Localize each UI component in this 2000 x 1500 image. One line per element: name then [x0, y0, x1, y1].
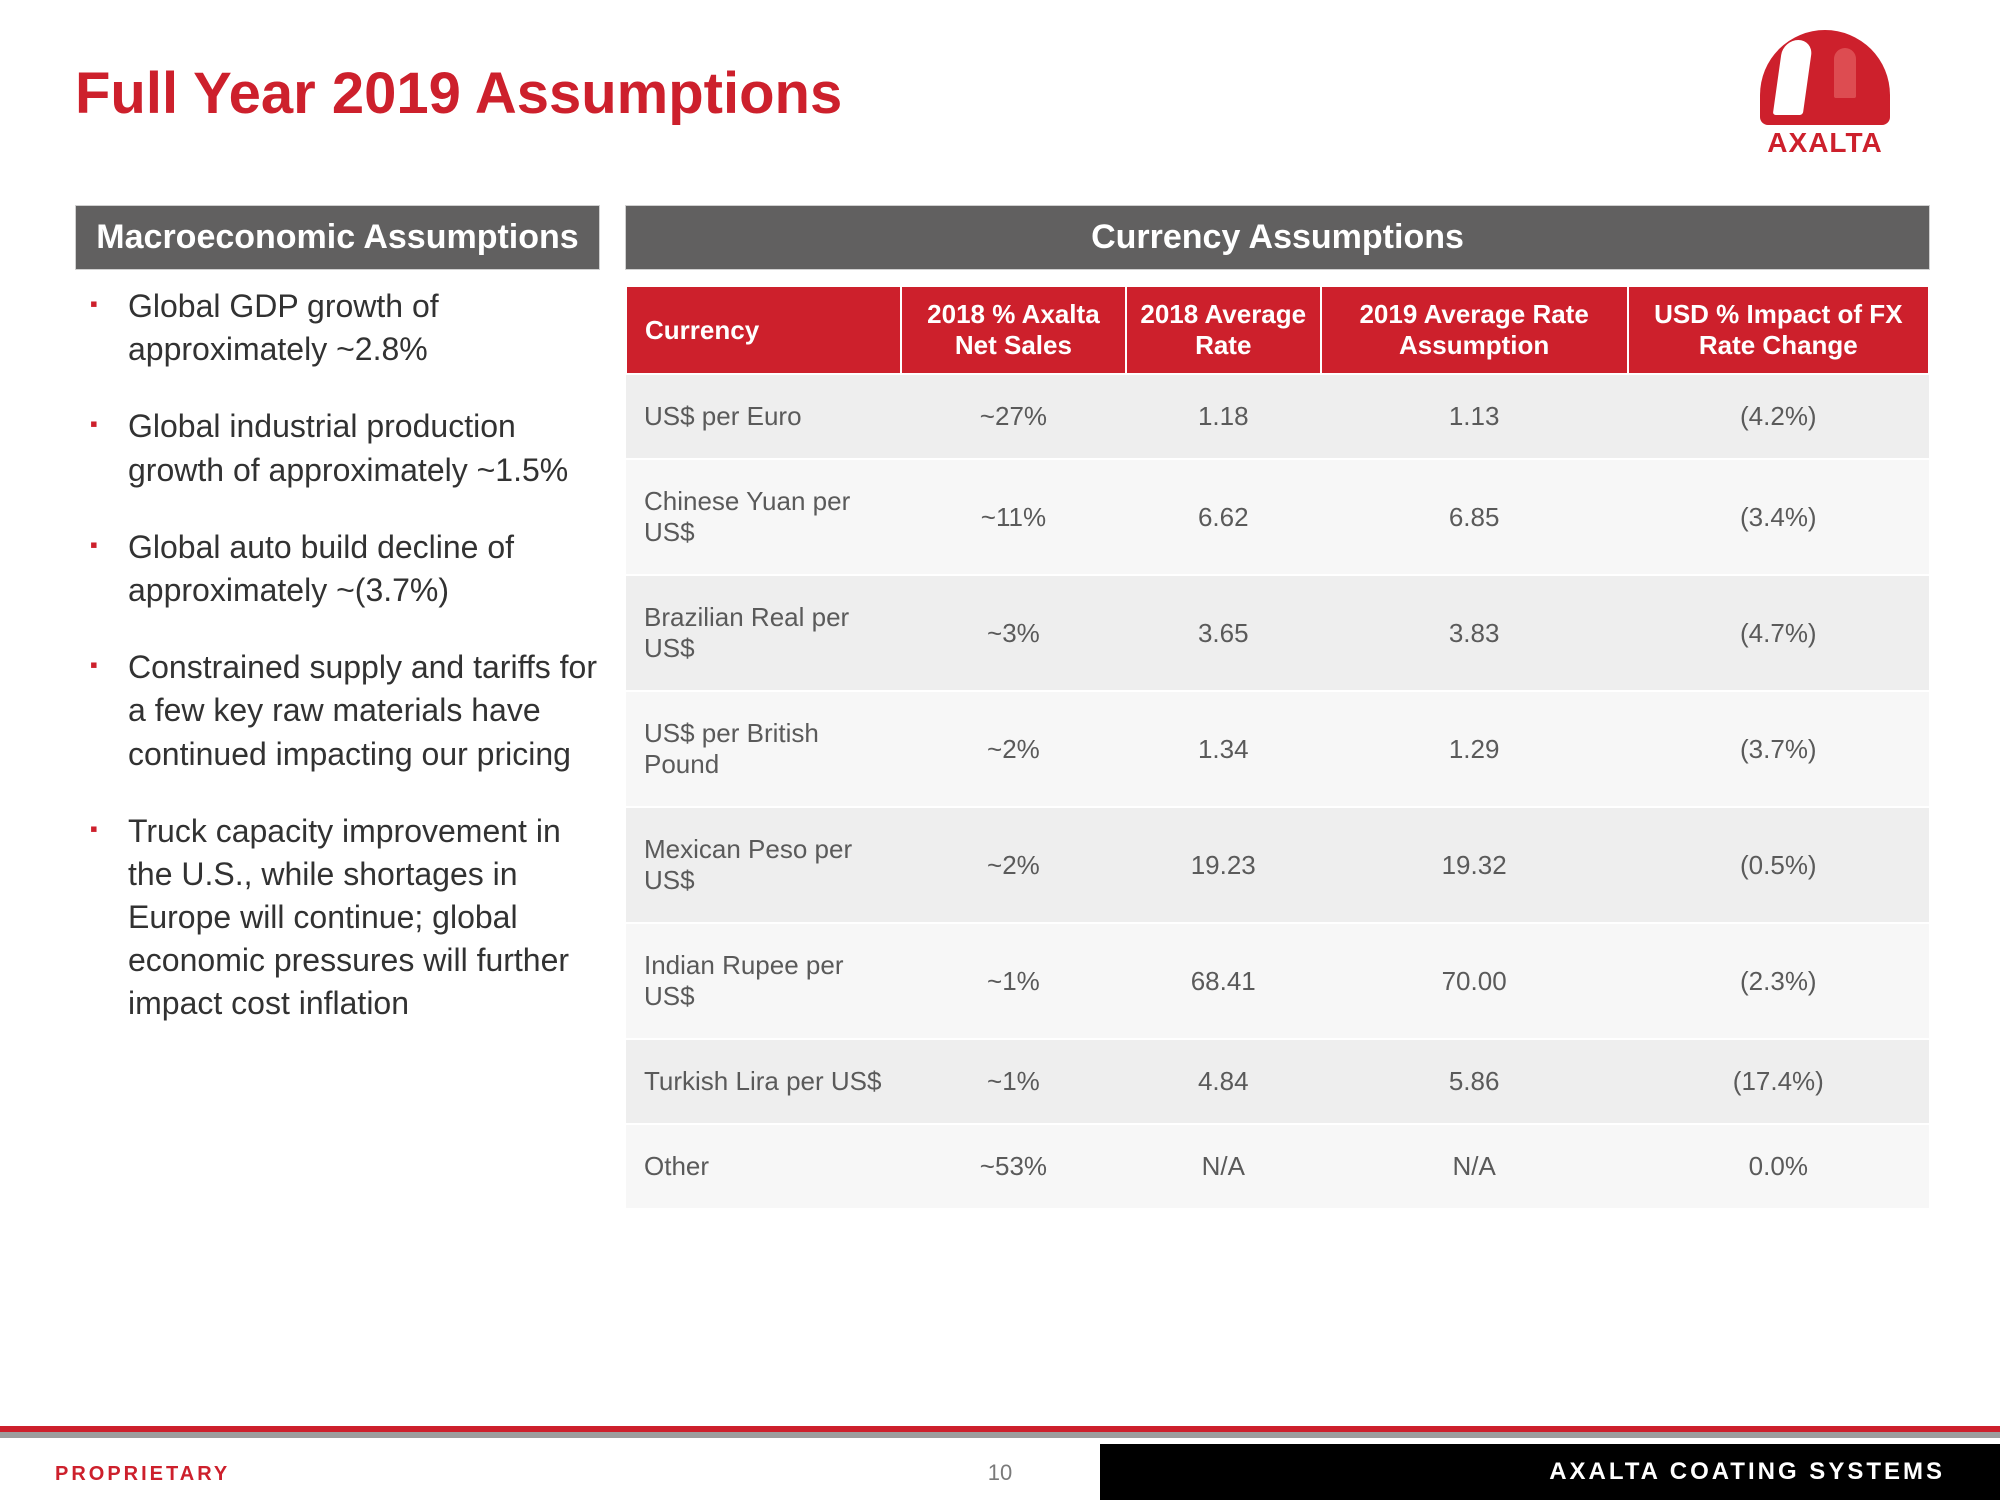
footer-page-number: 10 — [988, 1460, 1012, 1486]
axalta-logo: AXALTA — [1740, 30, 1910, 159]
cell: (4.2%) — [1628, 374, 1929, 459]
slide: Full Year 2019 Assumptions AXALTA Macroe… — [0, 0, 2000, 1500]
table-row: US$ per Euro ~27% 1.18 1.13 (4.2%) — [626, 374, 1929, 459]
cell: ~11% — [901, 459, 1126, 575]
logo-brand-text: AXALTA — [1740, 127, 1910, 159]
macro-bullet: Global GDP growth of approximately ~2.8% — [90, 285, 600, 371]
macro-bullet: Constrained supply and tariffs for a few… — [90, 646, 600, 776]
col-2019-rate: 2019 Average Rate Assumption — [1321, 286, 1628, 374]
table-row: Turkish Lira per US$ ~1% 4.84 5.86 (17.4… — [626, 1039, 1929, 1124]
cell-currency: US$ per Euro — [626, 374, 901, 459]
cell: 1.13 — [1321, 374, 1628, 459]
table-row: Brazilian Real per US$ ~3% 3.65 3.83 (4.… — [626, 575, 1929, 691]
cell: (3.7%) — [1628, 691, 1929, 807]
cell: ~2% — [901, 807, 1126, 923]
cell: ~3% — [901, 575, 1126, 691]
table-row: Other ~53% N/A N/A 0.0% — [626, 1124, 1929, 1209]
col-currency: Currency — [626, 286, 901, 374]
macro-bullet-list: Global GDP growth of approximately ~2.8%… — [90, 285, 600, 1060]
macro-section-header: Macroeconomic Assumptions — [75, 205, 600, 270]
cell: 1.18 — [1126, 374, 1321, 459]
cell-currency: Indian Rupee per US$ — [626, 923, 901, 1039]
cell: N/A — [1321, 1124, 1628, 1209]
cell: 19.32 — [1321, 807, 1628, 923]
cell: (0.5%) — [1628, 807, 1929, 923]
cell: (3.4%) — [1628, 459, 1929, 575]
macro-bullet: Global industrial production growth of a… — [90, 405, 600, 491]
cell-currency: Other — [626, 1124, 901, 1209]
table-row: US$ per British Pound ~2% 1.34 1.29 (3.7… — [626, 691, 1929, 807]
cell: ~27% — [901, 374, 1126, 459]
table-header-row: Currency 2018 % Axalta Net Sales 2018 Av… — [626, 286, 1929, 374]
cell: 68.41 — [1126, 923, 1321, 1039]
cell: (4.7%) — [1628, 575, 1929, 691]
footer-accent-gray — [0, 1432, 2000, 1438]
cell: ~2% — [901, 691, 1126, 807]
table-row: Mexican Peso per US$ ~2% 19.23 19.32 (0.… — [626, 807, 1929, 923]
cell-currency: US$ per British Pound — [626, 691, 901, 807]
col-impact: USD % Impact of FX Rate Change — [1628, 286, 1929, 374]
col-net-sales: 2018 % Axalta Net Sales — [901, 286, 1126, 374]
footer-proprietary: PROPRIETARY — [55, 1463, 230, 1486]
cell: 1.34 — [1126, 691, 1321, 807]
cell-currency: Turkish Lira per US$ — [626, 1039, 901, 1124]
cell-currency: Chinese Yuan per US$ — [626, 459, 901, 575]
slide-title: Full Year 2019 Assumptions — [75, 60, 842, 127]
cell: (17.4%) — [1628, 1039, 1929, 1124]
table-row: Indian Rupee per US$ ~1% 68.41 70.00 (2.… — [626, 923, 1929, 1039]
cell: 3.65 — [1126, 575, 1321, 691]
cell-currency: Brazilian Real per US$ — [626, 575, 901, 691]
cell: 19.23 — [1126, 807, 1321, 923]
cell: 4.84 — [1126, 1039, 1321, 1124]
cell: 1.29 — [1321, 691, 1628, 807]
cell: ~53% — [901, 1124, 1126, 1209]
table-row: Chinese Yuan per US$ ~11% 6.62 6.85 (3.4… — [626, 459, 1929, 575]
cell: ~1% — [901, 923, 1126, 1039]
cell: ~1% — [901, 1039, 1126, 1124]
macro-bullet: Global auto build decline of approximate… — [90, 526, 600, 612]
logo-arch-icon — [1760, 30, 1890, 125]
cell-currency: Mexican Peso per US$ — [626, 807, 901, 923]
macro-bullet: Truck capacity improvement in the U.S., … — [90, 810, 600, 1026]
currency-section-header: Currency Assumptions — [625, 205, 1930, 270]
cell: 0.0% — [1628, 1124, 1929, 1209]
cell: 3.83 — [1321, 575, 1628, 691]
currency-table: Currency 2018 % Axalta Net Sales 2018 Av… — [625, 285, 1930, 1210]
col-2018-rate: 2018 Average Rate — [1126, 286, 1321, 374]
cell: 6.85 — [1321, 459, 1628, 575]
cell: 5.86 — [1321, 1039, 1628, 1124]
cell: 6.62 — [1126, 459, 1321, 575]
cell: (2.3%) — [1628, 923, 1929, 1039]
cell: N/A — [1126, 1124, 1321, 1209]
footer-company: AXALTA COATING SYSTEMS — [1549, 1458, 1945, 1486]
currency-table-body: US$ per Euro ~27% 1.18 1.13 (4.2%) Chine… — [626, 374, 1929, 1209]
cell: 70.00 — [1321, 923, 1628, 1039]
